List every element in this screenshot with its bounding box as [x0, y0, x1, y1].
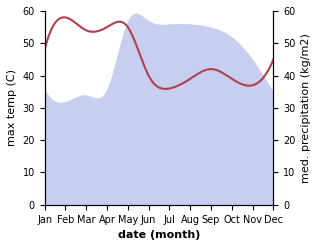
Y-axis label: med. precipitation (kg/m2): med. precipitation (kg/m2) — [301, 33, 311, 183]
Y-axis label: max temp (C): max temp (C) — [7, 69, 17, 146]
X-axis label: date (month): date (month) — [118, 230, 200, 240]
